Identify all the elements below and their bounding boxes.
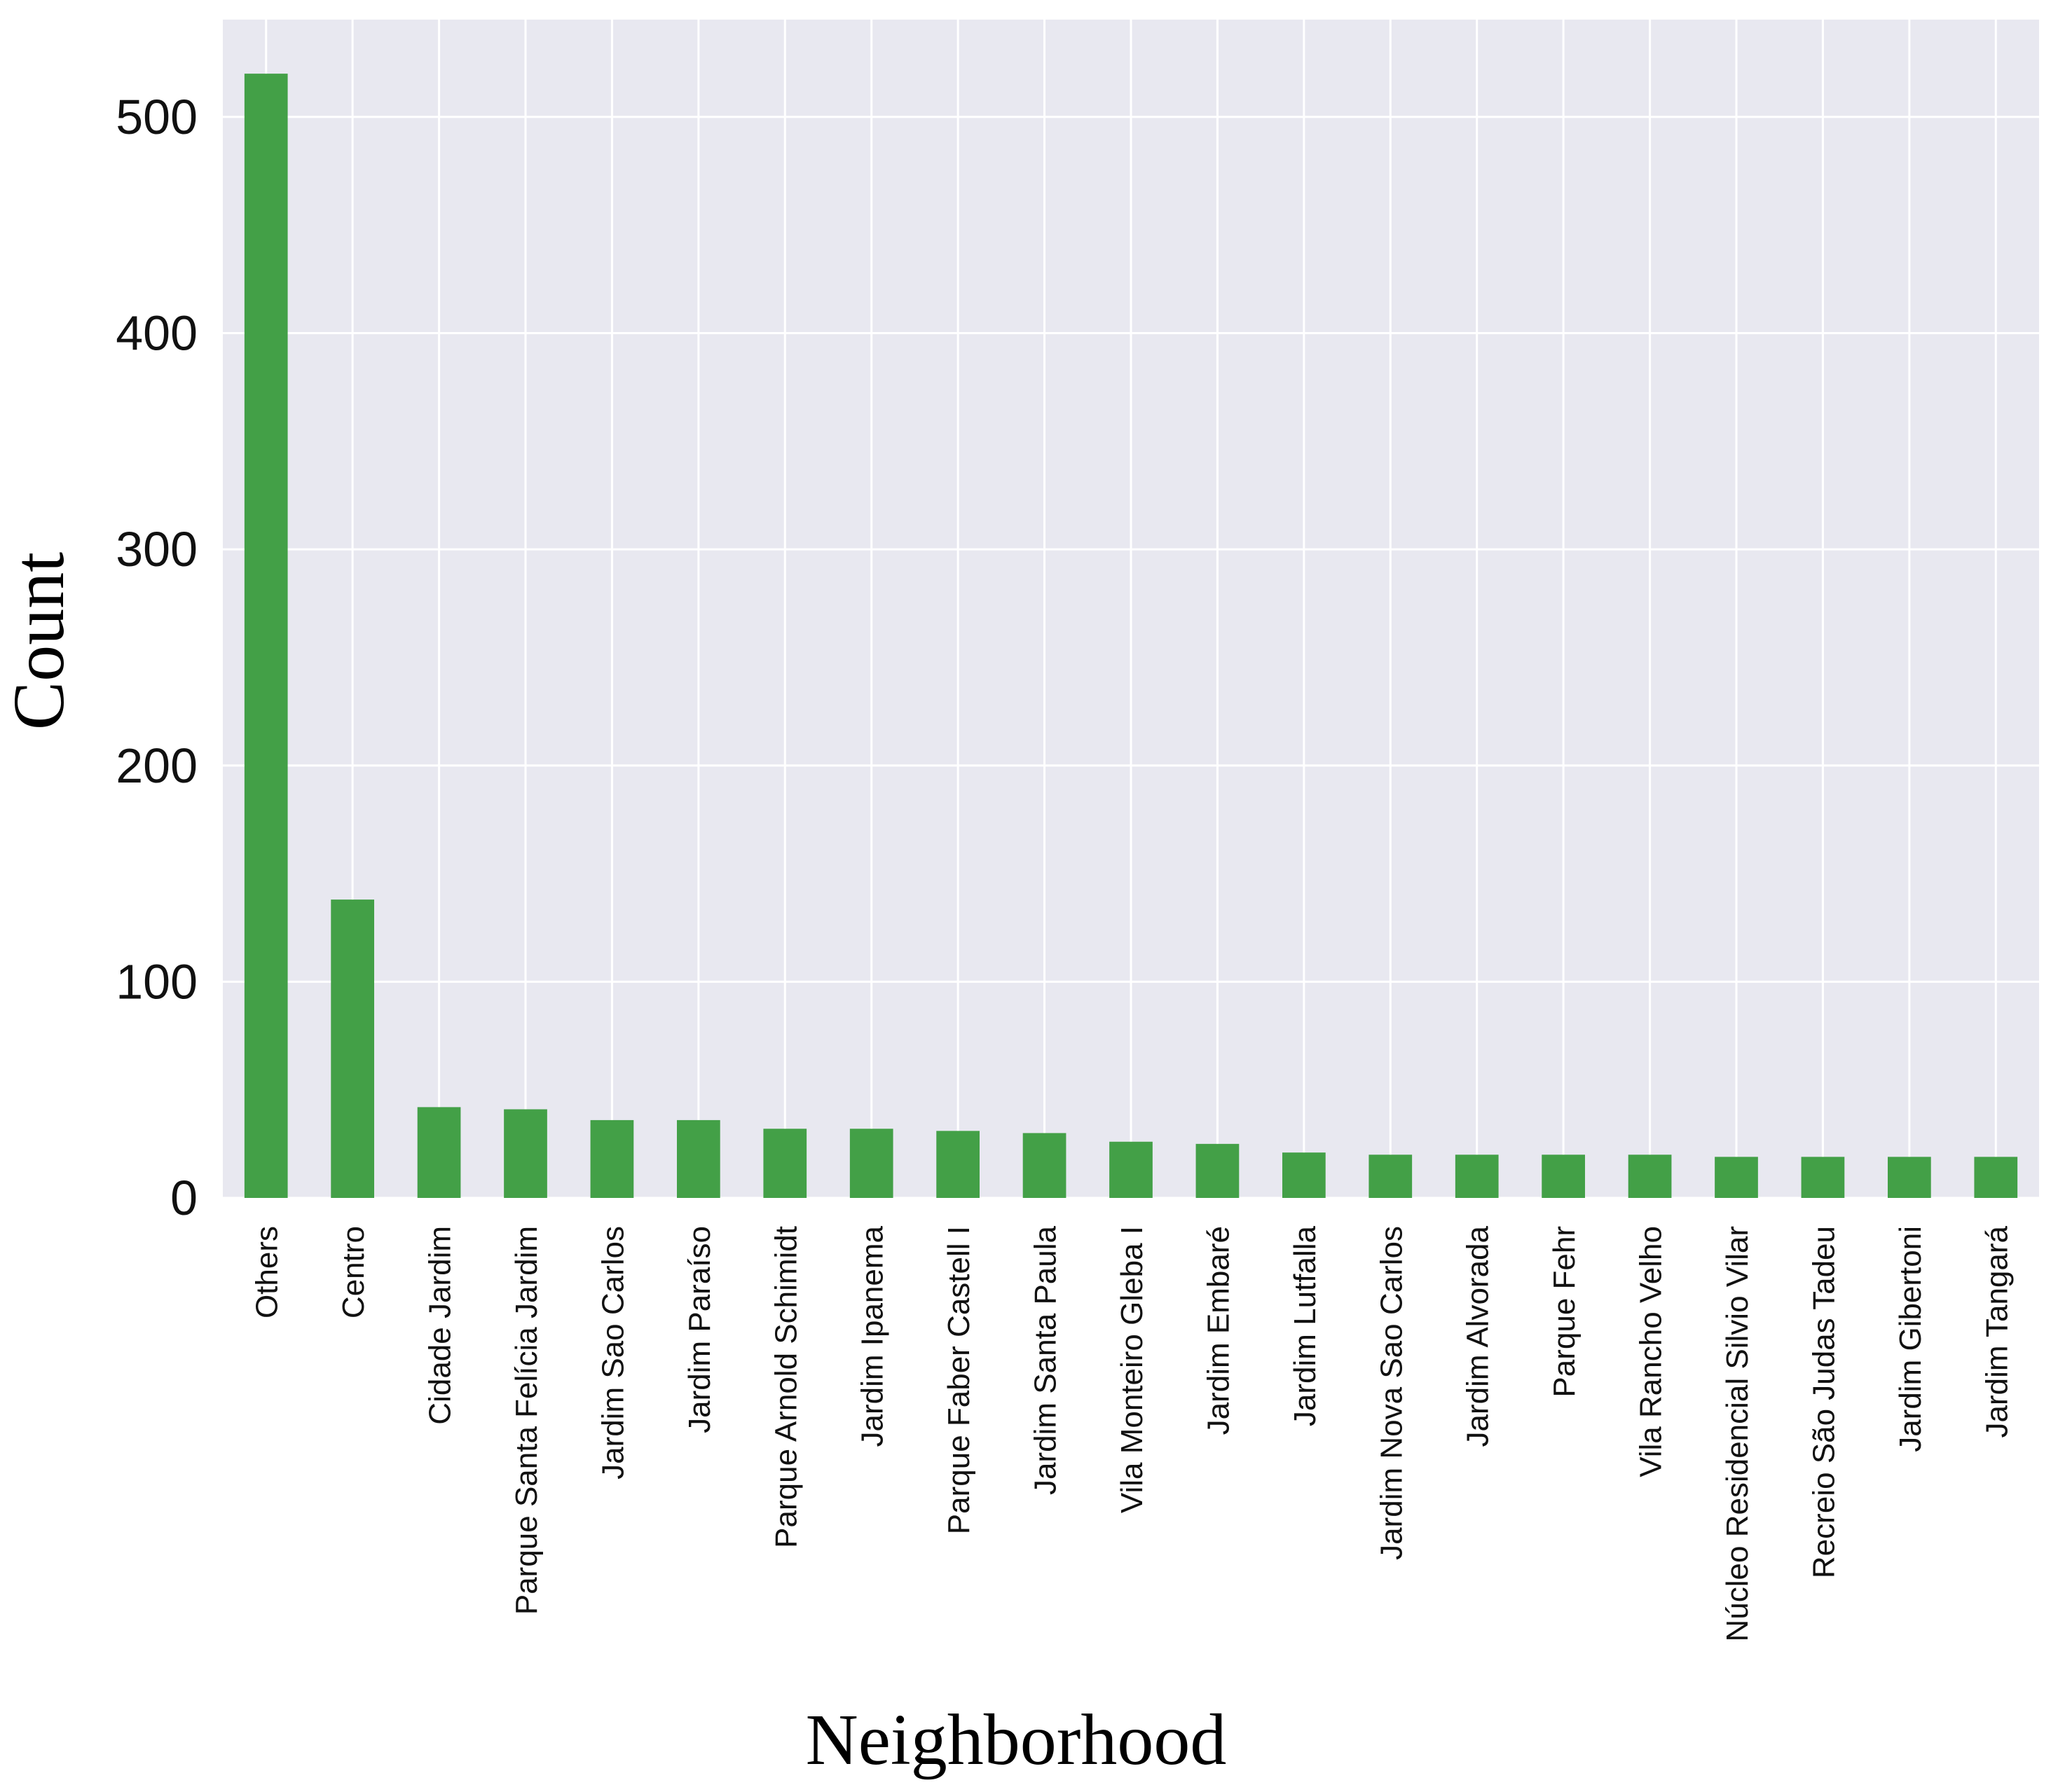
x-tick-label-17: Núcleo Residencial Silvio Vilar	[1720, 1226, 1755, 1641]
y-tick-label-2: 200	[116, 738, 198, 793]
bar-3	[504, 1109, 547, 1198]
bars	[244, 74, 2018, 1198]
bar-10	[1109, 1141, 1153, 1198]
x-axis-label: Neighborhood	[806, 1700, 1227, 1780]
bar-9	[1022, 1133, 1066, 1198]
y-tick-label-0: 0	[170, 1171, 198, 1225]
y-axis-ticks: 0 100 200 300 400 500	[116, 90, 198, 1225]
x-tick-label-20: Jardim Tangará	[1980, 1225, 2014, 1438]
y-tick-label-3: 300	[116, 522, 198, 577]
bar-6	[763, 1129, 807, 1198]
x-tick-label-6: Parque Arnold Schimidt	[769, 1226, 803, 1548]
x-tick-label-19: Jardim Gibertoni	[1893, 1226, 1928, 1452]
y-tick-label-5: 500	[116, 90, 198, 144]
x-tick-label-15: Parque Fehr	[1547, 1226, 1582, 1398]
bar-7	[849, 1129, 893, 1198]
x-tick-label-16: Vila Rancho Velho	[1634, 1226, 1668, 1477]
bar-11	[1195, 1143, 1240, 1198]
x-axis-ticks: Others Centro Cidade Jardim Parque Santa Fe…	[250, 1225, 2015, 1641]
x-tick-label-7: Jardim Ipanema	[856, 1225, 890, 1447]
x-tick-label-11: Jardim Embaré	[1201, 1226, 1235, 1435]
x-tick-label-10: Vila Monteiro Gleba I	[1115, 1226, 1149, 1513]
bar-12	[1282, 1152, 1326, 1198]
bar-8	[936, 1131, 980, 1198]
x-tick-label-4: Jardim Sao Carlos	[596, 1226, 630, 1480]
x-tick-label-2: Cidade Jardim	[423, 1226, 458, 1425]
x-tick-label-18: Recreio São Judas Tadeu	[1806, 1226, 1841, 1578]
bar-13	[1368, 1155, 1413, 1198]
x-tick-label-1: Centro	[336, 1226, 371, 1318]
bar-20	[1974, 1157, 2018, 1198]
x-tick-label-0: Others	[250, 1226, 284, 1318]
bar-1	[331, 900, 374, 1198]
bar-16	[1628, 1155, 1672, 1198]
x-tick-label-14: Jardim Alvorada	[1461, 1225, 1495, 1447]
bar-18	[1801, 1157, 1845, 1198]
gridlines	[223, 20, 2039, 1199]
bar-14	[1455, 1155, 1499, 1198]
bar-19	[1888, 1157, 1931, 1198]
x-tick-label-12: Jardim Lutfalla	[1288, 1225, 1322, 1426]
bar-17	[1715, 1157, 1758, 1198]
y-tick-label-1: 100	[116, 954, 198, 1009]
bar-0	[244, 74, 288, 1198]
x-tick-label-9: Jardim Santa Paula	[1029, 1225, 1063, 1495]
x-tick-label-3: Parque Santa Felícia Jardim	[509, 1226, 544, 1615]
bar-5	[677, 1119, 720, 1198]
bar-15	[1542, 1155, 1585, 1198]
x-tick-label-5: Jardim Paraíso	[682, 1226, 717, 1433]
x-tick-label-8: Parque Faber Castell I	[942, 1226, 976, 1534]
bar-4	[590, 1119, 634, 1198]
y-axis-label: Count	[0, 552, 79, 730]
y-tick-label-4: 400	[116, 306, 198, 361]
bar-2	[417, 1107, 461, 1198]
x-tick-label-13: Jardim Nova Sao Carlos	[1374, 1226, 1408, 1560]
